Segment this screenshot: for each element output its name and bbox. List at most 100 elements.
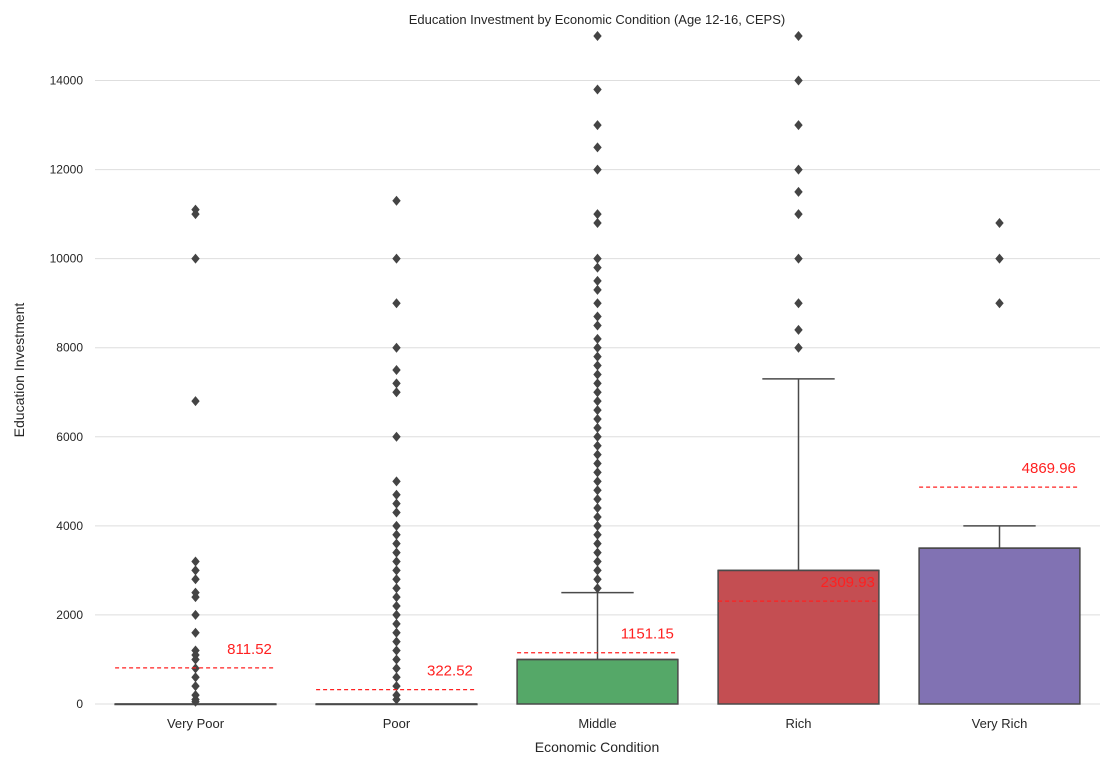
x-tick-label: Very Rich: [972, 716, 1028, 731]
outlier-point: [191, 654, 200, 665]
outlier-point: [593, 511, 602, 522]
outlier-point: [392, 627, 401, 638]
outlier-point: [392, 583, 401, 594]
outlier-point: [593, 142, 602, 153]
outlier-point: [392, 195, 401, 206]
outlier-point: [392, 298, 401, 309]
x-tick-label: Poor: [383, 716, 411, 731]
box-group: [315, 195, 478, 706]
outlier-point: [392, 618, 401, 629]
outlier-point: [593, 485, 602, 496]
outlier-point: [593, 333, 602, 344]
outlier-point: [794, 298, 803, 309]
mean-label: 2309.93: [821, 574, 875, 591]
outlier-point: [593, 218, 602, 229]
mean-label: 811.52: [227, 641, 272, 658]
outlier-point: [794, 120, 803, 131]
y-tick-label: 12000: [50, 163, 84, 177]
outlier-point: [191, 681, 200, 692]
outlier-point: [794, 342, 803, 353]
outlier-point: [392, 498, 401, 509]
outlier-point: [392, 365, 401, 375]
outlier-point: [593, 164, 602, 175]
outlier-point: [593, 369, 602, 380]
outlier-point: [593, 284, 602, 295]
outlier-point: [191, 253, 200, 264]
outlier-point: [593, 467, 602, 478]
outlier-point: [593, 458, 602, 469]
y-tick-label: 2000: [56, 608, 83, 622]
outlier-point: [995, 298, 1004, 309]
outlier-point: [593, 431, 602, 442]
outlier-point: [593, 253, 602, 264]
outlier-point: [593, 120, 602, 131]
outlier-point: [392, 556, 401, 567]
outlier-point: [392, 253, 401, 264]
outlier-point: [593, 494, 602, 505]
box-group: [918, 218, 1081, 705]
box-layer: [114, 31, 1081, 707]
outlier-point: [392, 529, 401, 540]
outlier-point: [593, 311, 602, 322]
outlier-point: [191, 672, 200, 683]
outlier-point: [392, 574, 401, 585]
box-group: [114, 204, 277, 707]
outlier-point: [593, 476, 602, 487]
outlier-point: [392, 681, 401, 692]
x-axis-label: Economic Condition: [535, 739, 660, 755]
outlier-point: [593, 520, 602, 531]
outlier-point: [392, 645, 401, 656]
outlier-point: [191, 396, 200, 407]
outlier-point: [593, 556, 602, 567]
outlier-point: [392, 538, 401, 549]
outlier-point: [593, 405, 602, 416]
box-body: [516, 658, 679, 705]
outlier-point: [593, 396, 602, 407]
outlier-point: [593, 440, 602, 451]
outlier-point: [392, 342, 401, 353]
outlier-point: [593, 538, 602, 549]
chart-title: Education Investment by Economic Conditi…: [409, 12, 785, 27]
outlier-point: [392, 565, 401, 576]
outlier-point: [392, 431, 401, 442]
outlier-point: [794, 324, 803, 335]
outlier-point: [392, 547, 401, 558]
outlier-point: [593, 360, 602, 371]
outlier-point: [995, 218, 1004, 229]
y-tick-label: 14000: [50, 74, 84, 88]
box-group: [516, 31, 679, 705]
mean-label: 1151.15: [621, 626, 674, 643]
outlier-point: [593, 298, 602, 309]
outlier-point: [392, 378, 401, 389]
outlier-point: [392, 387, 401, 398]
outlier-point: [191, 592, 200, 603]
box-group: [717, 31, 880, 705]
outlier-point: [593, 209, 602, 220]
x-tick-label: Middle: [578, 716, 616, 731]
axis-layer: 0 2000 4000 6000 8000 10000 12000 14000 Very Poo…: [50, 74, 1028, 731]
outlier-point: [191, 565, 200, 576]
outlier-point: [593, 503, 602, 514]
outlier-point: [191, 209, 200, 220]
outlier-point: [794, 253, 803, 264]
outlier-point: [593, 378, 602, 389]
mean-layer: 811.52 322.52 1151.15 2309.93 4869.96: [115, 460, 1080, 691]
outlier-point: [191, 574, 200, 585]
y-tick-label: 8000: [56, 341, 83, 355]
outlier-point: [392, 636, 401, 647]
outlier-point: [593, 351, 602, 362]
outlier-point: [392, 489, 401, 500]
outlier-point: [593, 565, 602, 576]
y-tick-label: 0: [76, 697, 83, 711]
outlier-point: [593, 31, 602, 41]
outlier-point: [392, 694, 401, 705]
outlier-point: [191, 556, 200, 567]
outlier-point: [593, 574, 602, 585]
x-tick-label: Rich: [785, 716, 811, 731]
outlier-point: [593, 342, 602, 353]
outlier-point: [593, 583, 602, 594]
mean-label: 322.52: [427, 663, 473, 680]
y-tick-label: 4000: [56, 519, 83, 533]
